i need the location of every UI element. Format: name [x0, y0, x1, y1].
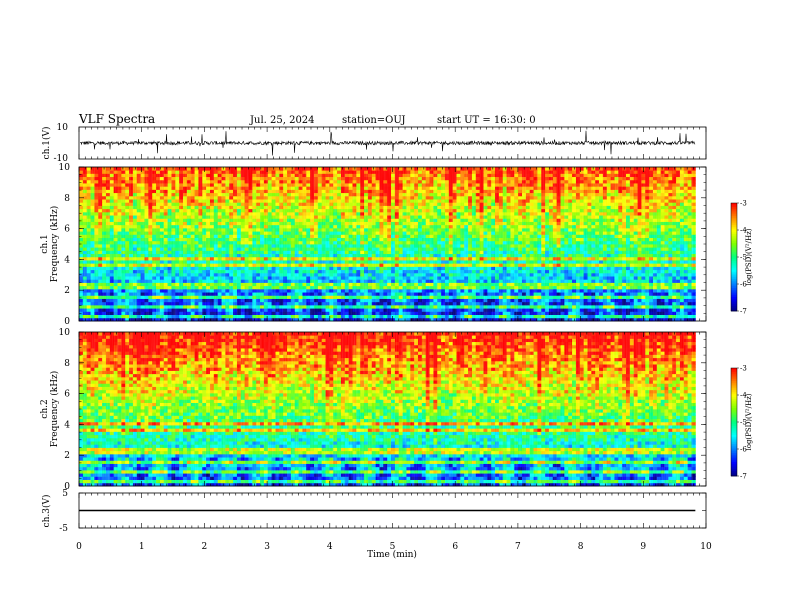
spectrogram-cell: [691, 266, 696, 271]
figure-title: VLF Spectra: [78, 112, 155, 126]
spectrogram-cell: [691, 240, 696, 245]
ch1-ytick-max: 10: [57, 123, 69, 133]
spectrogram-cell: [691, 298, 696, 303]
header-date: Jul. 25, 2024: [249, 115, 315, 126]
spectrogram-cell: [691, 237, 696, 242]
spectrogram-cell: [691, 279, 696, 283]
spectrogram-cell: [691, 244, 696, 248]
spectrogram-cell: [691, 250, 696, 255]
spectrogram-cell: [691, 285, 696, 290]
spectrogram-cell: [691, 292, 696, 296]
spectrogram-cell: [691, 247, 696, 251]
spectrogram-cell: [691, 288, 696, 293]
spectrogram-cell: [691, 282, 696, 287]
header-station: station=OUJ: [342, 115, 406, 126]
spectrogram-cell: [691, 301, 696, 306]
spectrogram-cell: [691, 314, 696, 319]
spectrogram-cell: [691, 260, 696, 264]
ch1-ytick-min: -10: [54, 154, 69, 164]
ch1-waveform-ylabel: ch.1(V): [41, 127, 52, 160]
ch1-waveform-trace: [80, 130, 696, 156]
spectrogram-cell: [691, 308, 696, 312]
spectrogram-cell: [691, 256, 696, 261]
header-start-ut: start UT = 16:30: 0: [437, 115, 536, 126]
spectrogram-cell: [691, 311, 696, 315]
spectrogram-cell: [691, 276, 696, 280]
spectrogram-cell: [691, 272, 696, 277]
spectrogram-cell: [691, 269, 696, 274]
spectrogram-cell: [691, 304, 696, 309]
spectrogram-cell: [691, 295, 696, 299]
spectrogram-cell: [691, 263, 696, 267]
ch1-waveform-panel: 10 -10 ch.1(V): [41, 123, 707, 164]
spectrogram-cell: [691, 253, 696, 258]
